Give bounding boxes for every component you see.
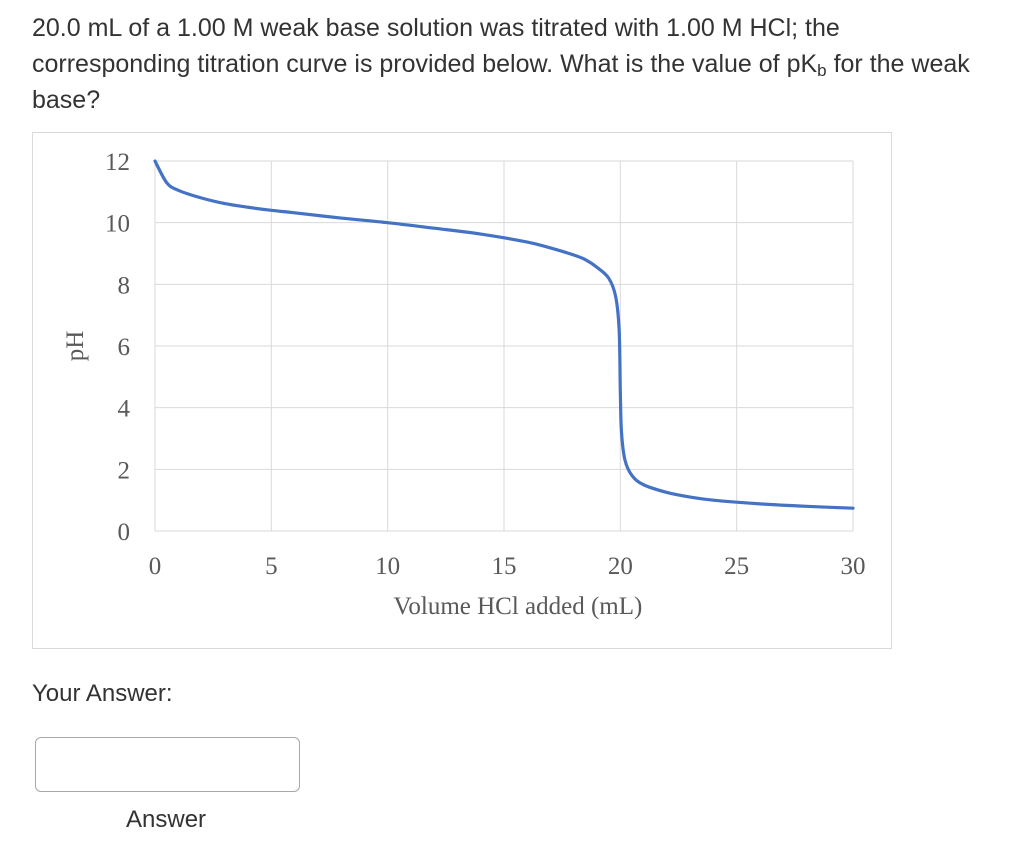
question-text-end: for the weak base? <box>32 50 970 114</box>
y-tick-label: 2 <box>118 457 131 484</box>
grid-lines <box>154 160 854 532</box>
y-axis-label: pH <box>62 331 89 362</box>
series-line-0 <box>153 159 855 510</box>
answer-caption: Answer <box>126 806 207 833</box>
y-tick-label: 12 <box>105 149 130 176</box>
question-text: 20.0 mL of a 1.00 M weak base solution w… <box>32 10 982 118</box>
x-tick-label: 25 <box>724 553 749 580</box>
series-layer <box>153 159 855 510</box>
x-tick-label: 20 <box>608 553 633 580</box>
question-text-main: 20.0 mL of a 1.00 M weak base solution w… <box>32 14 840 78</box>
x-tick-label: 30 <box>841 553 866 580</box>
titration-chart: 0 2 4 6 8 10 12 0 5 10 15 20 25 30 Volume HCl added (… <box>32 132 892 649</box>
answer-input[interactable] <box>35 737 300 792</box>
answer-label: Your Answer: <box>32 680 173 707</box>
y-tick-label: 4 <box>118 396 131 423</box>
x-tick-label: 5 <box>265 553 278 580</box>
x-tick-label: 15 <box>492 553 517 580</box>
y-tick-label: 10 <box>105 211 130 238</box>
y-tick-label: 0 <box>118 519 131 546</box>
x-tick-label: 10 <box>375 553 400 580</box>
y-tick-label: 6 <box>118 334 131 361</box>
y-tick-label: 8 <box>118 272 131 299</box>
tick-labels: 0 2 4 6 8 10 12 0 5 10 15 20 25 30 <box>105 149 866 580</box>
chart-svg: 0 2 4 6 8 10 12 0 5 10 15 20 25 30 Volume HCl added (… <box>62 149 866 620</box>
x-tick-label: 0 <box>149 553 162 580</box>
x-axis-label: Volume HCl added (mL) <box>394 593 643 620</box>
question-subscript: b <box>817 61 827 80</box>
